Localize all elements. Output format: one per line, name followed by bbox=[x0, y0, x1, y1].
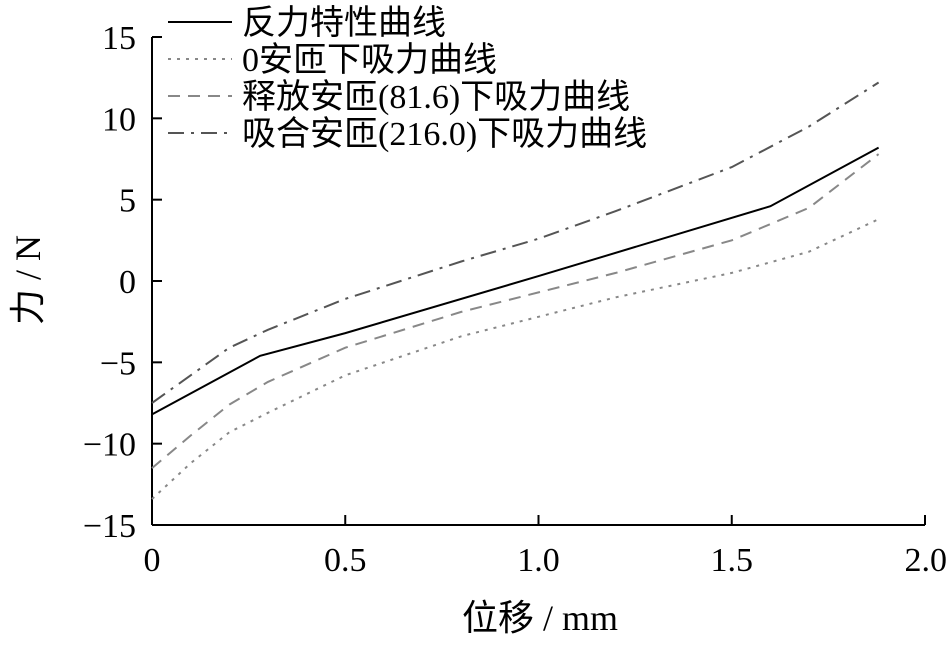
x-tick-label: 0.5 bbox=[324, 542, 367, 579]
y-tick-label: 0 bbox=[119, 264, 136, 301]
y-tick-label: 10 bbox=[102, 101, 136, 138]
x-axis-label: 位移 / mm bbox=[462, 598, 618, 638]
legend-label-4: 吸合安匝(216.0)下吸力曲线 bbox=[242, 115, 647, 153]
series-lines bbox=[151, 81, 880, 500]
series-line-2 bbox=[151, 218, 880, 500]
series-line-3 bbox=[151, 153, 880, 469]
x-tick-label: 1.0 bbox=[517, 542, 560, 579]
y-tick-label: 15 bbox=[102, 20, 136, 57]
legend-label-1: 反力特性曲线 bbox=[242, 4, 446, 42]
axes: −15 −10 −5 0 5 10 15 0 0.5 1.0 1.5 2.0 bbox=[83, 20, 947, 579]
x-tick-label: 0 bbox=[144, 542, 161, 579]
legend-label-2: 0安匝下吸力曲线 bbox=[242, 41, 497, 79]
y-tick-label: −10 bbox=[83, 427, 136, 464]
legend-label-3: 释放安匝(81.6)下吸力曲线 bbox=[242, 78, 630, 116]
x-tick-label: 2.0 bbox=[905, 542, 948, 579]
series-line-1 bbox=[151, 146, 880, 416]
x-tick-label: 1.5 bbox=[711, 542, 754, 579]
y-tick-label: 5 bbox=[119, 183, 136, 220]
y-tick-label: −15 bbox=[83, 508, 136, 545]
legend: 反力特性曲线0安匝下吸力曲线释放安匝(81.6)下吸力曲线吸合安匝(216.0)… bbox=[168, 4, 647, 153]
y-axis-label: 力 / N bbox=[8, 235, 48, 325]
series-line-4 bbox=[151, 81, 880, 404]
y-tick-label: −5 bbox=[100, 345, 136, 382]
